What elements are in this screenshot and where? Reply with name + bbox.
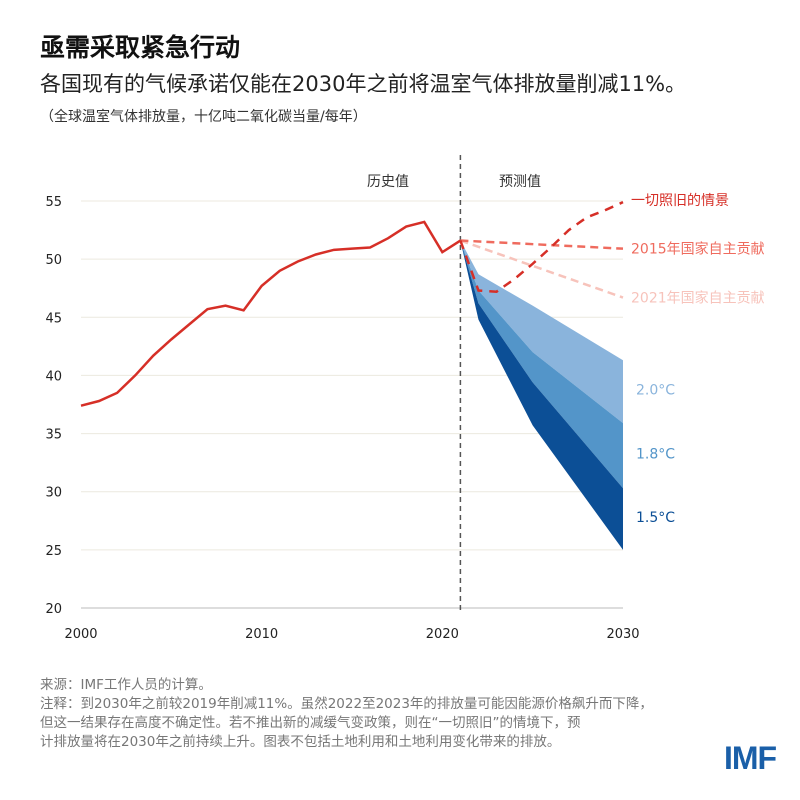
note-line: 但这一结果存在高度不确定性。若不推出新的减缓气变政策，则在“一切照旧”的情境下，…	[40, 715, 581, 731]
series-line	[460, 239, 624, 250]
y-tick-label: 25	[45, 544, 62, 559]
chart-title: 亟需采取紧急行动	[40, 33, 241, 62]
band-2.0°C	[460, 240, 623, 424]
band-1.5°C	[460, 240, 623, 550]
imf-logo: IMF	[724, 740, 777, 776]
x-tick-label: 2020	[426, 627, 459, 642]
y-tick-label: 40	[45, 369, 62, 384]
y-tick-label: 20	[45, 602, 62, 617]
x-tick-label: 2030	[606, 627, 639, 642]
region-label-projection: 预测值	[499, 174, 541, 190]
series-label: 2015年国家自主贡献	[631, 241, 765, 258]
region-label-historical: 历史值	[367, 174, 409, 190]
y-tick-label: 35	[45, 428, 62, 443]
note-line: 注释：到2030年之前较2019年削减11%。虽然2022至2023年的排放量可…	[40, 696, 653, 712]
band-label: 1.5°C	[636, 510, 675, 526]
unit-label: （全球温室气体排放量，十亿吨二氧化碳当量/每年）	[40, 109, 367, 125]
historical-line	[80, 220, 462, 407]
notes: 来源：IMF工作人员的计算。 注释：到2030年之前较2019年削减11%。虽然…	[40, 676, 740, 752]
band-label: 2.0°C	[636, 383, 675, 399]
series-line	[459, 201, 624, 293]
y-tick-label: 55	[45, 195, 62, 210]
chart-subtitle: 各国现有的气候承诺仅能在2030年之前将温室气体排放量削减11%。	[40, 72, 687, 96]
source-note: 来源：IMF工作人员的计算。	[40, 677, 212, 693]
y-tick-label: 30	[45, 486, 62, 501]
x-tick-label: 2000	[64, 627, 97, 642]
band-1.8°C	[460, 240, 623, 489]
note-line: 计排放量将在2030年之前持续上升。图表不包括土地利用和土地利用变化带来的排放。	[40, 734, 561, 750]
y-tick-label: 45	[45, 311, 62, 326]
series-label: 一切照旧的情景	[631, 193, 729, 209]
x-tick-label: 2010	[245, 627, 278, 642]
series-label: 2021年国家自主贡献	[631, 290, 765, 307]
band-label: 1.8°C	[636, 447, 675, 463]
series-line	[459, 239, 624, 299]
y-tick-label: 50	[45, 253, 62, 268]
